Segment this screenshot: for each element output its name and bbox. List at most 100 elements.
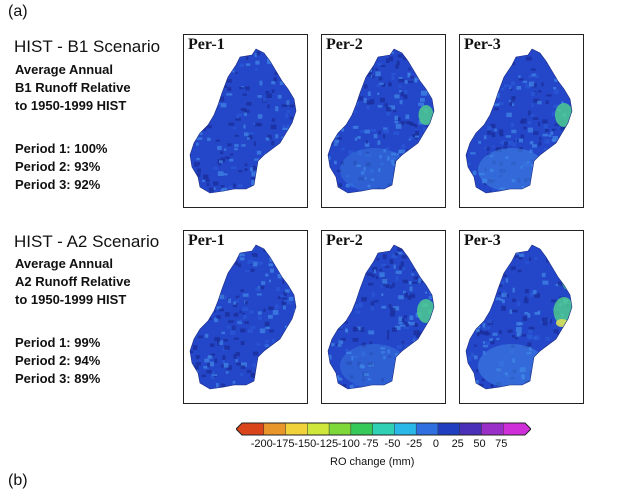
map-title: Per-1 [188, 36, 225, 53]
map-cell [240, 365, 246, 369]
map-cell [433, 362, 434, 365]
map-cell [461, 316, 463, 320]
map-cell [421, 352, 426, 356]
colorbar-tick-label: -175 [272, 438, 295, 450]
map-cell [439, 372, 444, 374]
map-cell [201, 125, 207, 131]
map-cell [413, 123, 417, 126]
map-cell [201, 309, 207, 313]
runoff-map [461, 244, 573, 390]
map-cell [548, 134, 552, 137]
map-cell [529, 257, 532, 261]
map-cell [206, 74, 209, 78]
map-cell [332, 82, 338, 87]
map-cell [361, 297, 367, 302]
map-cell [190, 350, 194, 353]
map-cell [571, 89, 572, 95]
map-cell [224, 148, 227, 151]
map-cell [190, 358, 191, 363]
runoff-map [465, 48, 580, 196]
map-fill [466, 49, 580, 196]
map-cell [221, 331, 225, 335]
map-cell [247, 137, 250, 140]
map-cell [493, 107, 499, 111]
map-cell [289, 52, 294, 56]
map-cell [253, 141, 256, 146]
map-cell [277, 296, 281, 299]
map-cell [466, 193, 469, 196]
map-cell [543, 357, 547, 361]
map-cell [576, 193, 580, 196]
map-cell [559, 364, 563, 369]
map-cell [466, 91, 470, 96]
map-cell [415, 334, 421, 338]
map-cell [381, 263, 387, 267]
map-cell [241, 144, 246, 147]
map-cell [499, 298, 504, 301]
map-cell [250, 384, 254, 388]
map-cell [228, 320, 234, 323]
map-cell [383, 129, 390, 134]
map-cell [223, 173, 228, 176]
map-cell [407, 80, 414, 83]
map-cell [391, 157, 396, 161]
map-cell [195, 55, 200, 58]
map-cell [504, 83, 507, 88]
map-cell [190, 182, 194, 188]
map-cell [351, 109, 357, 113]
map-cell [522, 316, 528, 321]
map-cell [289, 79, 293, 83]
map-cell [517, 269, 522, 273]
map-cell [275, 304, 279, 309]
map-cell [418, 102, 424, 107]
map-cell [195, 173, 201, 177]
map-cell [348, 150, 354, 155]
map-cell [207, 356, 213, 360]
map-cell [351, 103, 355, 108]
map-cell [520, 134, 525, 139]
map-cell [297, 173, 300, 177]
map-cell [206, 182, 210, 186]
map-cell [229, 158, 234, 162]
map-cell [239, 310, 242, 313]
map-cell [533, 98, 539, 103]
map-cell [377, 104, 383, 108]
map-cell [342, 304, 346, 308]
map-cell [261, 281, 266, 285]
map-cell [516, 86, 522, 90]
map-cell [228, 259, 235, 264]
subtitle-line: Average Annual [15, 62, 114, 77]
map-cell [501, 62, 508, 65]
map-cell [405, 121, 411, 125]
map-cell [398, 321, 403, 325]
map-cell [338, 183, 342, 187]
map-cell [294, 357, 296, 362]
map-cell [552, 384, 557, 389]
map-cell [185, 372, 189, 376]
map-cell [481, 378, 485, 382]
map-cell [362, 378, 365, 382]
map-cell [207, 362, 210, 368]
map-cell [197, 335, 204, 339]
map-cell [421, 344, 427, 348]
map-cell [558, 374, 564, 378]
map-cell [561, 169, 567, 173]
map-cell [543, 363, 548, 369]
map-cell [190, 101, 192, 104]
map-cell [484, 146, 489, 150]
map-cell [425, 348, 428, 353]
map-cell [209, 353, 216, 356]
map-cell [338, 90, 343, 93]
map-cell [542, 371, 546, 375]
map-cell [435, 63, 440, 68]
map-cell [544, 388, 550, 389]
map-cell [222, 355, 226, 360]
map-cell [487, 258, 492, 263]
map-cell [415, 135, 419, 138]
map-cell [196, 53, 199, 56]
map-cell [239, 253, 245, 257]
map-cell [274, 163, 279, 168]
map-cell [346, 262, 352, 266]
map-cell [254, 52, 257, 57]
map-cell [190, 378, 193, 383]
